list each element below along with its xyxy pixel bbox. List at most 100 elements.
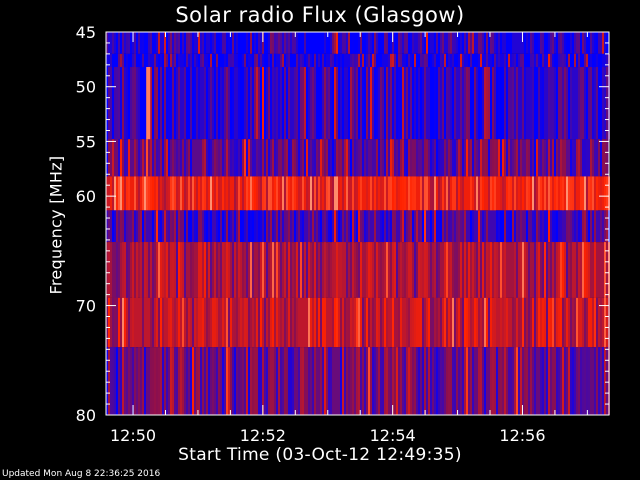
band-streak: [394, 297, 396, 348]
band-streak: [178, 297, 180, 348]
band-streak: [286, 53, 288, 68]
band-streak: [602, 67, 604, 140]
band-streak: [362, 53, 364, 68]
band-streak: [428, 176, 430, 211]
band-streak: [180, 242, 182, 298]
band-streak: [466, 297, 468, 348]
band-streak: [364, 297, 366, 348]
band-streak: [400, 210, 402, 243]
band-streak: [156, 139, 158, 177]
band-streak: [336, 176, 338, 211]
band-streak: [426, 347, 428, 415]
band-streak: [466, 32, 468, 54]
band-streak: [536, 242, 538, 298]
band-streak: [202, 347, 204, 415]
band-streak: [240, 32, 242, 54]
band-streak: [582, 210, 584, 243]
band-streak: [598, 53, 600, 68]
band-streak: [164, 53, 166, 68]
band-streak: [516, 210, 518, 243]
band-streak: [578, 53, 580, 68]
band-streak: [536, 53, 538, 68]
band-streak: [306, 32, 308, 54]
band-streak: [178, 242, 180, 298]
band-streak: [554, 347, 556, 415]
band-streak: [544, 297, 546, 348]
band-streak: [188, 210, 190, 243]
band-streak: [586, 347, 588, 415]
band-streak: [550, 67, 552, 140]
band-streak: [528, 297, 530, 348]
band-streak: [594, 297, 596, 348]
band-streak: [374, 176, 376, 211]
band-streak: [462, 210, 464, 243]
band-streak: [580, 176, 582, 211]
band-streak: [440, 139, 442, 177]
band-streak: [266, 210, 268, 243]
band-streak: [572, 32, 574, 54]
band-streak: [436, 242, 438, 298]
band-streak: [556, 139, 558, 177]
band-streak: [352, 176, 354, 211]
band-streak: [222, 210, 224, 243]
band-streak: [214, 53, 216, 68]
band-streak: [486, 53, 488, 68]
band-streak: [392, 242, 394, 298]
band-streak: [272, 32, 274, 54]
band-streak: [514, 210, 516, 243]
band-streak: [212, 347, 214, 415]
band-streak: [554, 53, 556, 68]
band-streak: [266, 176, 268, 211]
band-streak: [564, 67, 566, 140]
band-streak: [122, 32, 124, 54]
band-streak: [358, 347, 360, 415]
band-streak: [264, 53, 266, 68]
band-streak: [458, 32, 460, 54]
band-streak: [362, 139, 364, 177]
band-streak: [212, 297, 214, 348]
band-streak: [326, 139, 328, 177]
band-streak: [320, 67, 322, 140]
band-streak: [298, 347, 300, 415]
band-streak: [568, 347, 570, 415]
band-streak: [258, 242, 260, 298]
band-streak: [124, 210, 126, 243]
band-streak: [324, 242, 326, 298]
band-streak: [516, 347, 518, 415]
band-streak: [494, 347, 496, 415]
band-streak: [606, 297, 608, 348]
band-streak: [286, 139, 288, 177]
band-streak: [188, 67, 190, 140]
band-streak: [318, 67, 320, 140]
band-streak: [122, 53, 124, 68]
band-streak: [550, 32, 552, 54]
band-streak: [534, 347, 536, 415]
band-streak: [190, 242, 192, 298]
band-streak: [468, 32, 470, 54]
band-streak: [538, 242, 540, 298]
band-streak: [188, 176, 190, 211]
band-streak: [530, 32, 532, 54]
band-streak: [266, 347, 268, 415]
band-streak: [384, 210, 386, 243]
band-streak: [270, 347, 272, 415]
band-streak: [208, 297, 210, 348]
band-streak: [374, 32, 376, 54]
band-streak: [110, 297, 112, 348]
band-streak: [592, 139, 594, 177]
band-streak: [204, 242, 206, 298]
band-streak: [156, 347, 158, 415]
band-streak: [334, 176, 336, 211]
band-streak: [180, 32, 182, 54]
band-streak: [598, 347, 600, 415]
band-streak: [166, 53, 168, 68]
band-streak: [116, 67, 118, 140]
band-streak: [378, 347, 380, 415]
band-streak: [224, 176, 226, 211]
band-streak: [590, 176, 592, 211]
band-streak: [484, 297, 486, 348]
band-streak: [376, 139, 378, 177]
band-streak: [500, 242, 502, 298]
band-streak: [156, 67, 158, 140]
band-streak: [460, 242, 462, 298]
